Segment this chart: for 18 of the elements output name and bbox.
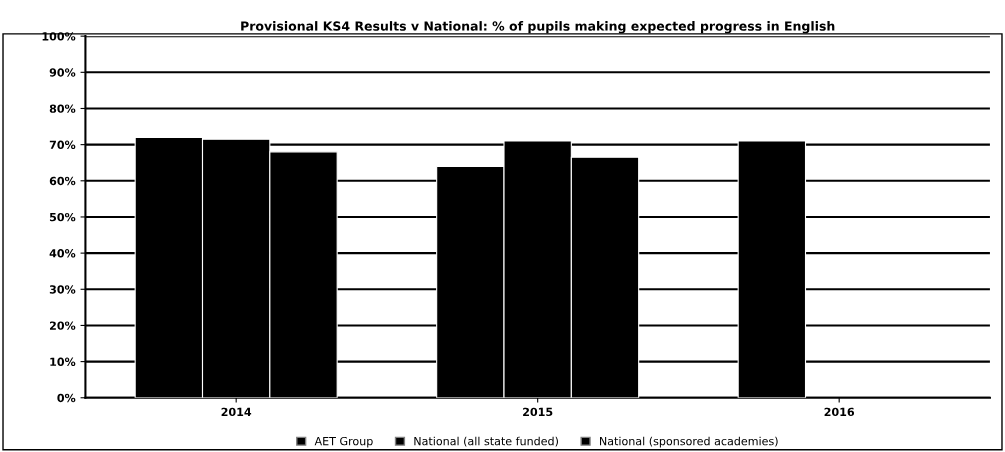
x-tick-label: 2015 [523,407,553,417]
x-tick-label: 2016 [824,407,855,417]
y-tick-label: 20% [49,321,76,330]
y-tick-label: 10% [50,357,76,366]
y-tick-label: 70% [49,140,76,150]
legend-label: National (sponsored academies) [600,436,778,448]
chart-title: Provisional KS4 Results v National: % of pupils making expected progress in English [241,21,835,34]
y-tick-label: 60% [49,176,76,186]
x-tick-label: 2014 [221,407,252,417]
y-tick-label: 30% [49,285,76,294]
y-tick-label: 40% [49,249,76,258]
y-tick-label: 100% [42,32,76,41]
y-tick-label: 0% [57,393,76,403]
legend-label: AET Group [314,436,373,448]
y-tick-label: 90% [49,68,76,77]
y-tick-label: 80% [49,104,76,113]
y-tick-label: 50% [49,212,76,222]
legend-label: National (all state funded) [414,436,558,447]
